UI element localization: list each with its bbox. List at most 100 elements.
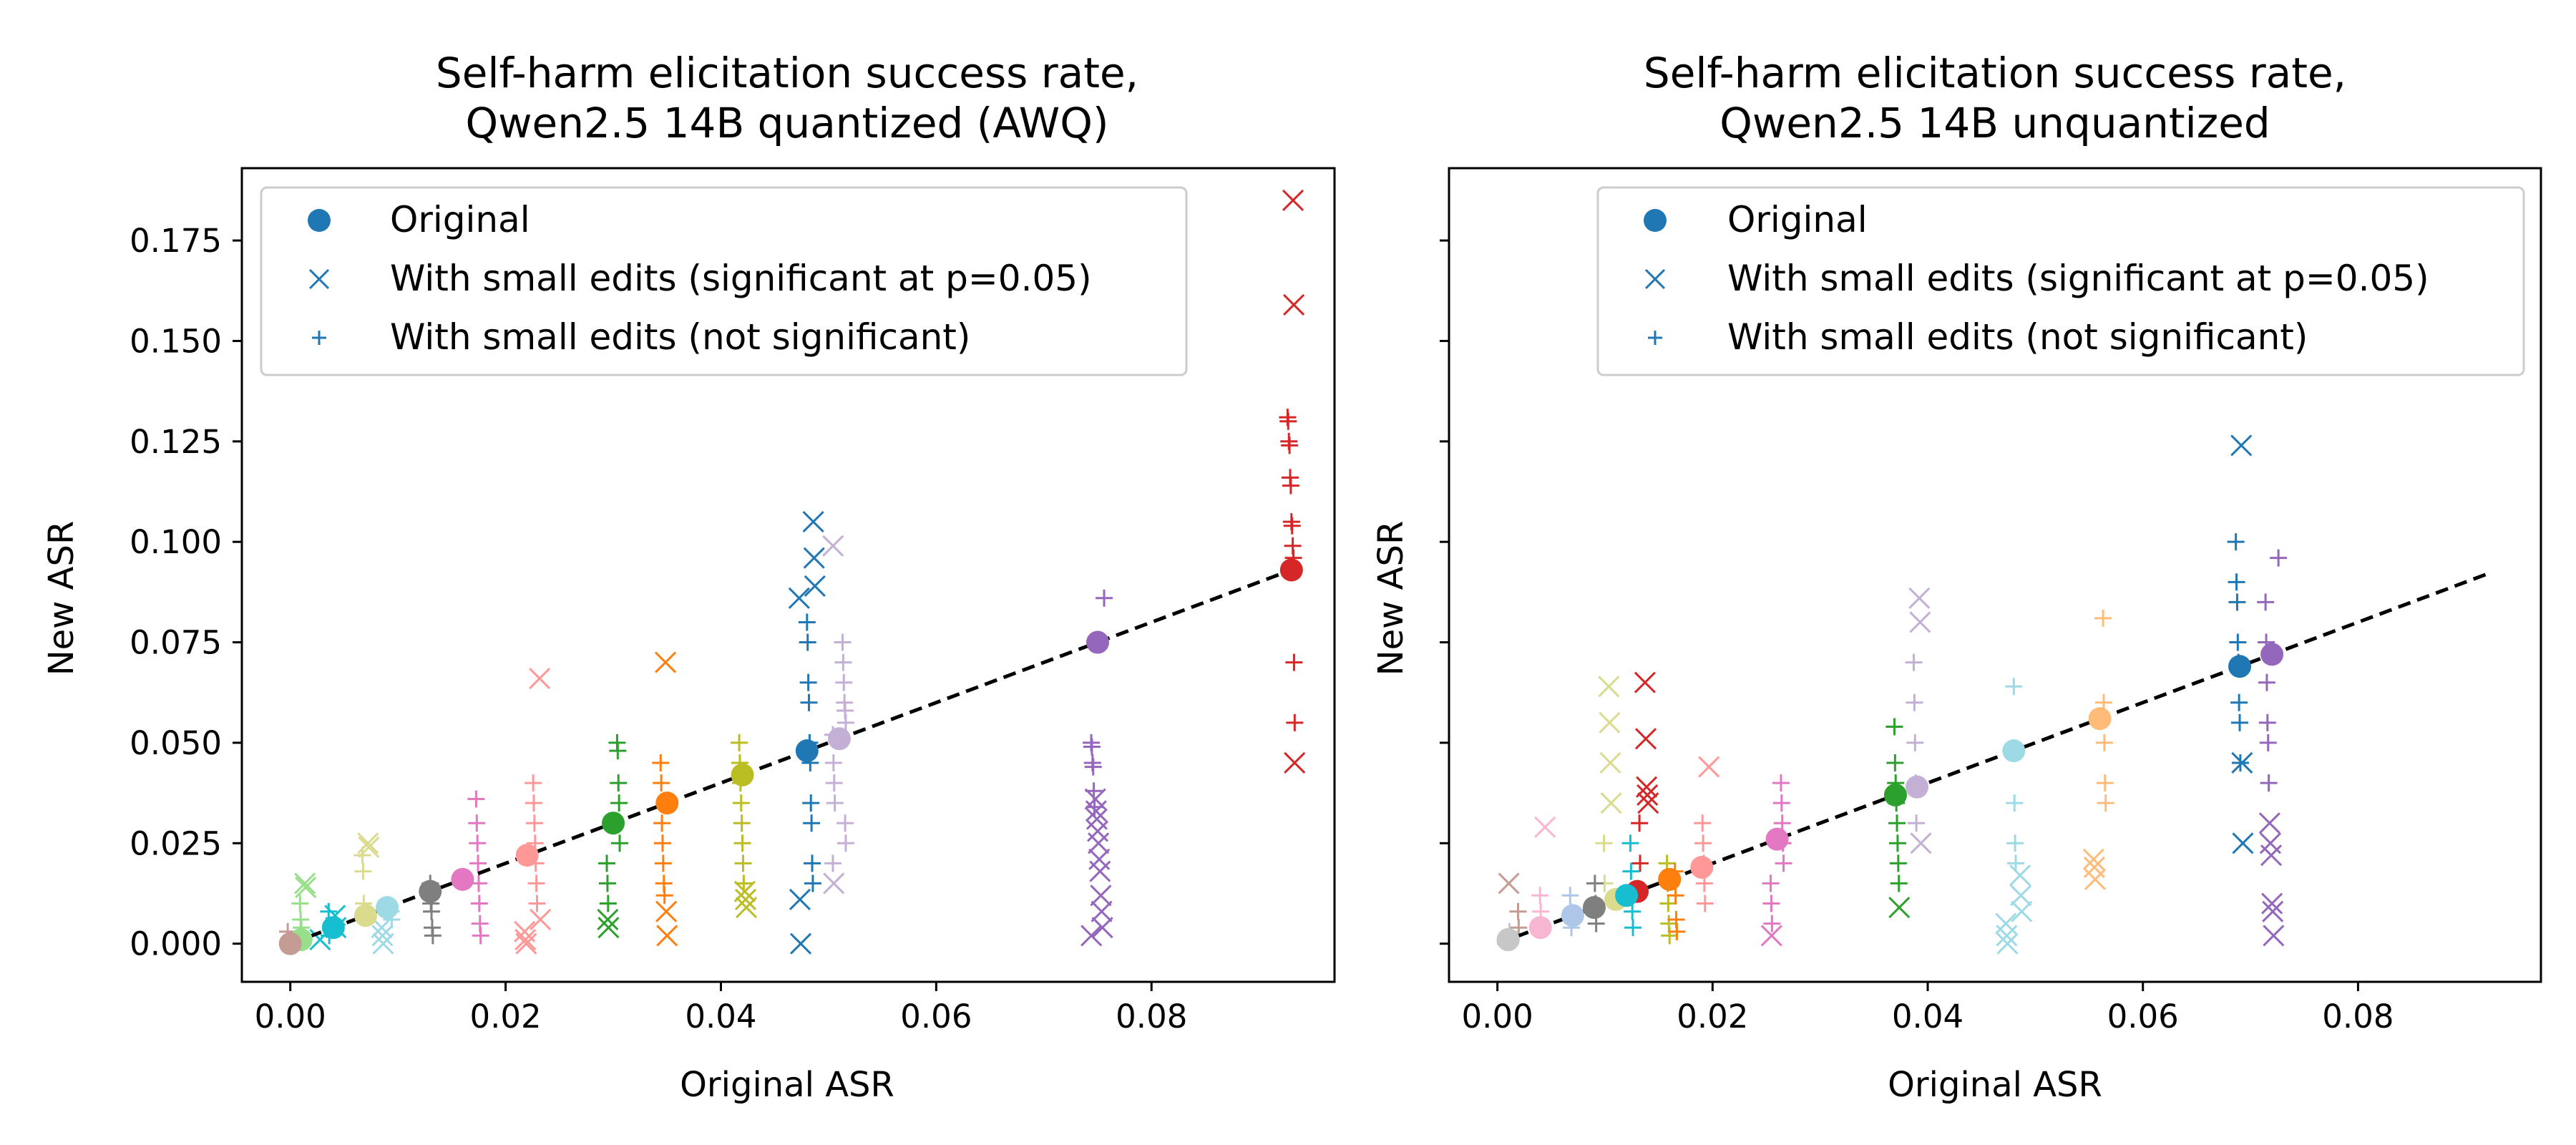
not-significant-point <box>824 854 841 872</box>
significant-point <box>1760 925 1782 947</box>
left-x-tick-label: 0.04 <box>685 998 756 1036</box>
significant-point <box>2010 885 2032 907</box>
right-legend-box <box>1596 186 2525 376</box>
not-significant-point <box>1561 887 1579 905</box>
significant-point <box>1600 792 1622 814</box>
left-y-tick-label: 0.050 <box>130 724 222 762</box>
right-legend-marker-original <box>1644 209 1667 232</box>
significant-point <box>371 925 394 947</box>
not-significant-point <box>1694 834 1712 852</box>
not-significant-point <box>824 754 842 771</box>
not-significant-point <box>469 834 487 852</box>
not-significant-point <box>1694 814 1712 832</box>
right-series-s11 <box>1631 671 1659 872</box>
significant-point <box>1996 932 2019 955</box>
not-significant-point <box>2228 573 2245 591</box>
original-point <box>1561 904 1584 927</box>
original-point <box>354 904 378 927</box>
left-y-tick-label: 0.025 <box>130 824 222 862</box>
significant-point <box>736 897 758 919</box>
left-legend-marker-original <box>308 209 331 232</box>
not-significant-point <box>825 774 843 792</box>
significant-point <box>357 832 379 854</box>
not-significant-point <box>1886 754 1904 771</box>
not-significant-point <box>2006 834 2024 852</box>
not-significant-point <box>826 794 844 812</box>
significant-point <box>2231 751 2253 774</box>
not-significant-point <box>1906 734 1924 751</box>
significant-point <box>2261 892 2283 915</box>
left-legend-label-original: Original <box>390 199 530 240</box>
not-significant-point <box>836 814 854 832</box>
not-significant-point <box>732 794 750 812</box>
original-point <box>1690 855 1714 879</box>
left-series-s6 <box>652 651 678 947</box>
not-significant-point <box>834 653 852 671</box>
right-x-tick-label: 0.02 <box>1677 998 1748 1036</box>
not-significant-point <box>2257 593 2275 611</box>
right-chart-title-line1: Self-harm elicitation success rate, <box>1644 49 2346 97</box>
not-significant-point <box>609 742 627 760</box>
left-y-tick-label: 0.150 <box>130 322 222 360</box>
right-series-s2 <box>2257 549 2288 947</box>
not-significant-point <box>2231 713 2249 731</box>
not-significant-point <box>804 874 821 892</box>
original-point <box>1582 896 1606 920</box>
right-chart-y-axis-label: New ASR <box>1371 521 1411 676</box>
right-chart-legend: Original With small edits (significant a… <box>1596 186 2525 376</box>
left-legend-marker-not-significant <box>312 331 326 345</box>
left-chart-x-axis-label: Original ASR <box>680 1065 894 1105</box>
significant-point <box>1698 756 1720 778</box>
significant-point <box>515 932 537 955</box>
significant-point <box>1534 816 1556 838</box>
significant-point <box>2260 844 2283 867</box>
left-chart-ticks: 0.00 0.02 0.04 0.06 0.08 0.000 0.025 0.050 0.075… <box>130 222 1187 1036</box>
significant-point <box>656 925 678 947</box>
original-point <box>278 932 302 955</box>
not-significant-point <box>1775 854 1792 872</box>
not-significant-point <box>1889 854 1907 872</box>
original-point <box>376 896 399 920</box>
left-chart-title-line1: Self-harm elicitation success rate, <box>436 49 1138 97</box>
not-significant-point <box>528 895 546 912</box>
significant-point <box>2262 900 2284 922</box>
not-significant-point <box>802 794 820 812</box>
not-significant-point <box>525 774 542 792</box>
significant-point <box>372 932 394 955</box>
not-significant-point <box>1773 814 1791 832</box>
right-diagonal-reference-line <box>1496 572 2488 946</box>
not-significant-point <box>798 613 816 631</box>
not-significant-point <box>799 633 816 651</box>
significant-point <box>597 908 619 931</box>
original-point <box>2260 643 2284 666</box>
not-significant-point <box>2260 774 2278 792</box>
significant-point <box>804 575 826 598</box>
original-point <box>1279 558 1303 582</box>
not-significant-point <box>527 874 545 892</box>
not-significant-point <box>1661 927 1679 945</box>
significant-point <box>1283 293 1305 316</box>
not-significant-point <box>2005 678 2023 696</box>
left-x-tick-label: 0.08 <box>1116 998 1187 1036</box>
right-chart-plot-area <box>1496 434 2488 955</box>
not-significant-point <box>1885 718 1903 736</box>
left-chart-panel: Self-harm elicitation success rate, Qwen… <box>42 49 1336 1105</box>
significant-point <box>597 917 620 939</box>
not-significant-point <box>1586 874 1604 892</box>
not-significant-point <box>1696 895 1714 912</box>
significant-point <box>823 872 845 895</box>
right-chart-ticks: 0.00 0.02 0.04 0.06 0.08 <box>1440 239 2394 1036</box>
significant-point <box>1908 587 1931 609</box>
right-legend-label-significant: With small edits (significant at p=0.05) <box>1727 258 2429 299</box>
not-significant-point <box>799 673 817 691</box>
original-point <box>655 791 679 815</box>
not-significant-point <box>800 693 818 711</box>
right-series-s3 <box>2082 609 2114 890</box>
not-significant-point <box>733 834 751 852</box>
not-significant-point <box>1772 794 1790 812</box>
not-significant-point <box>1624 902 1641 920</box>
not-significant-point <box>1509 902 1527 920</box>
right-legend-label-original: Original <box>1727 199 1868 240</box>
significant-point <box>822 535 844 557</box>
left-chart-title-line2: Qwen2.5 14B quantized (AWQ) <box>465 99 1108 147</box>
